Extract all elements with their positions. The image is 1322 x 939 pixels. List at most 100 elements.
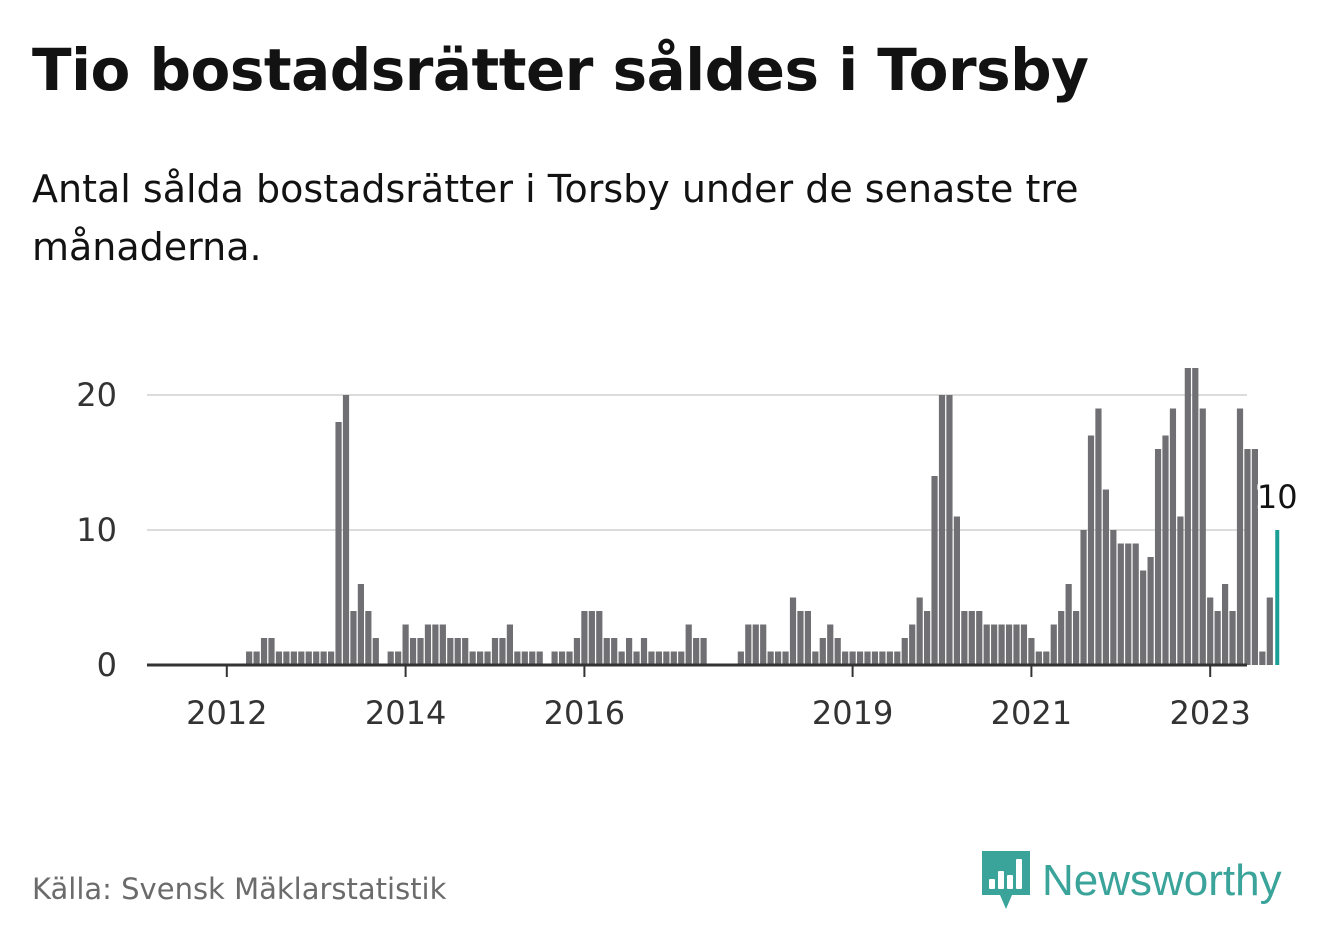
bar [1013, 624, 1020, 665]
bar [551, 651, 558, 665]
bar [827, 624, 834, 665]
bar [1199, 408, 1206, 665]
bar [1028, 638, 1035, 665]
bar [760, 624, 767, 665]
highlight-value-label: 10 [1257, 478, 1298, 516]
bar [797, 611, 804, 665]
bar [1140, 570, 1147, 665]
bar [350, 611, 357, 665]
bar [1229, 611, 1236, 665]
chart-subtitle: Antal sålda bostadsrätter i Torsby under… [32, 167, 1079, 269]
bar [514, 651, 521, 665]
bar [521, 651, 528, 665]
bar [700, 638, 707, 665]
bar [633, 651, 640, 665]
bar [387, 651, 394, 665]
bar [1162, 435, 1169, 665]
bar [953, 516, 960, 665]
bar [581, 611, 588, 665]
x-tick-label: 2014 [365, 694, 446, 732]
bar [283, 651, 290, 665]
bar [663, 651, 670, 665]
bar [1236, 408, 1244, 665]
bar [976, 611, 983, 665]
x-tick-label: 2016 [544, 694, 625, 732]
bar [454, 638, 461, 665]
y-tick-label: 10 [76, 511, 117, 549]
bar [1035, 651, 1042, 665]
bar [1207, 597, 1214, 665]
bar [864, 651, 871, 665]
bar [1214, 611, 1221, 665]
bar [1087, 435, 1095, 665]
bar [342, 395, 350, 665]
bar [655, 651, 662, 665]
bar [983, 624, 990, 665]
bar [1222, 584, 1229, 665]
bar [849, 651, 856, 665]
bar [998, 624, 1005, 665]
bar [640, 638, 648, 665]
bar [924, 611, 931, 665]
bar [1005, 624, 1013, 665]
bar [409, 638, 417, 665]
bar [1266, 597, 1273, 665]
bar [1110, 530, 1117, 665]
highlight-bar [1275, 530, 1280, 665]
bar [365, 611, 372, 665]
brand-logo[interactable]: Newsworthy [982, 850, 1282, 912]
bar [946, 395, 953, 665]
bar [603, 638, 610, 665]
bar [246, 651, 253, 665]
bar [402, 624, 409, 665]
y-tick-label: 0 [97, 646, 117, 684]
bar [626, 638, 633, 665]
bar [737, 651, 744, 665]
bar [558, 651, 566, 665]
bar [968, 611, 975, 665]
bar [260, 638, 268, 665]
bar [328, 651, 335, 665]
bar [1184, 368, 1191, 665]
bar [752, 624, 759, 665]
bar [1065, 584, 1072, 665]
bar [775, 651, 782, 665]
bar [856, 651, 864, 665]
bar-chart: 0 10 20 2012 2014 2016 2019 2021 2023 10 [76, 368, 1301, 732]
bar [320, 651, 327, 665]
bar [588, 611, 595, 665]
bar [1147, 557, 1154, 665]
bar [1125, 543, 1132, 665]
x-tick-label: 2023 [1169, 694, 1250, 732]
bar-chart-speech-bubble-icon [982, 851, 1030, 909]
bar [879, 651, 886, 665]
bar [529, 651, 536, 665]
bar [834, 638, 841, 665]
bar [1020, 624, 1028, 665]
bar [536, 651, 543, 665]
bar [812, 651, 819, 665]
bar [573, 638, 581, 665]
bar [901, 638, 908, 665]
bar [1154, 449, 1162, 665]
bar [685, 624, 692, 665]
bar [931, 476, 938, 665]
bar [1050, 624, 1057, 665]
bar [961, 611, 968, 665]
bar [491, 638, 499, 665]
bar [1251, 449, 1258, 665]
bar [789, 597, 797, 665]
bar [253, 651, 260, 665]
bar [447, 638, 454, 665]
source-note: Källa: Svensk Mäklarstatistik [32, 872, 447, 906]
bar [596, 611, 603, 665]
bar [462, 638, 469, 665]
bar [1192, 368, 1199, 665]
x-tick-label: 2012 [186, 694, 267, 732]
bar [1132, 543, 1139, 665]
bar [648, 651, 655, 665]
bar [1102, 489, 1109, 665]
bar [678, 651, 685, 665]
bar [611, 638, 618, 665]
bar [335, 422, 342, 665]
